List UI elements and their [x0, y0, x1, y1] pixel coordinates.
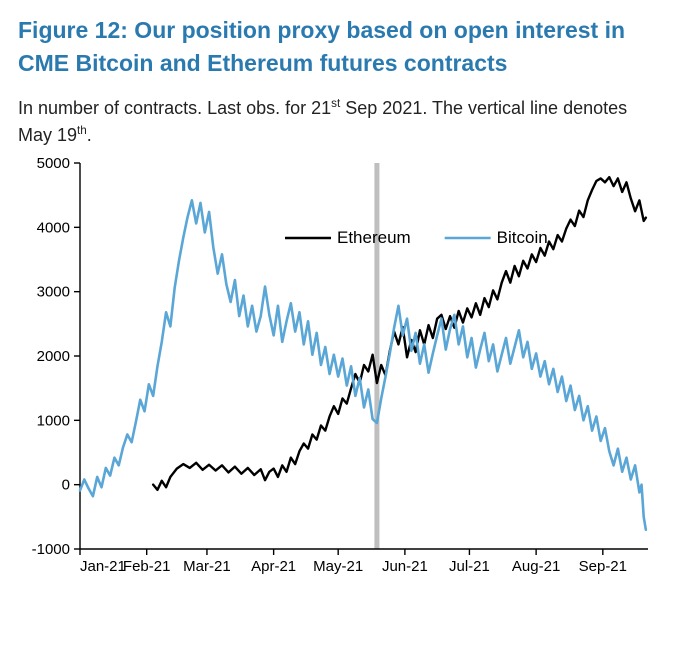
x-tick-label: Aug-21 [512, 558, 560, 575]
y-tick-label: 0 [62, 476, 70, 493]
figure-caption: In number of contracts. Last obs. for 21… [18, 95, 660, 149]
caption-pre: In number of contracts. Last obs. for 21 [18, 98, 331, 118]
x-tick-label: Sep-21 [579, 558, 627, 575]
x-tick-label: Jun-21 [382, 558, 428, 575]
x-tick-label: Jul-21 [449, 558, 490, 575]
x-tick-label: Feb-21 [123, 558, 171, 575]
x-tick-label: May-21 [313, 558, 363, 575]
chart-area: -1000 0 1000 2000 3000 4000 5000 Jan-21Feb-21 Ma… [18, 153, 660, 583]
caption-sup-2: th [77, 124, 87, 137]
figure-title: Figure 12: Our position proxy based on o… [18, 14, 660, 81]
legend-label-ethereum: Ethereum [337, 228, 411, 247]
y-tick-label: 5000 [37, 155, 70, 172]
caption-sup-1: st [331, 97, 340, 110]
y-tick-label: 3000 [37, 283, 70, 300]
legend-label-bitcoin: Bitcoin [497, 228, 548, 247]
x-tick-label: Jan-21 [80, 558, 126, 575]
y-tick-label: 1000 [37, 412, 70, 429]
x-tick-label: Apr-21 [251, 558, 296, 575]
line-chart: -1000 0 1000 2000 3000 4000 5000 Jan-21Feb-21 Ma… [18, 153, 660, 583]
caption-post: . [87, 125, 92, 145]
y-tick-label: -1000 [32, 541, 70, 558]
x-tick-label: Mar-21 [183, 558, 231, 575]
y-tick-label: 2000 [37, 348, 70, 365]
y-tick-label: 4000 [37, 219, 70, 236]
